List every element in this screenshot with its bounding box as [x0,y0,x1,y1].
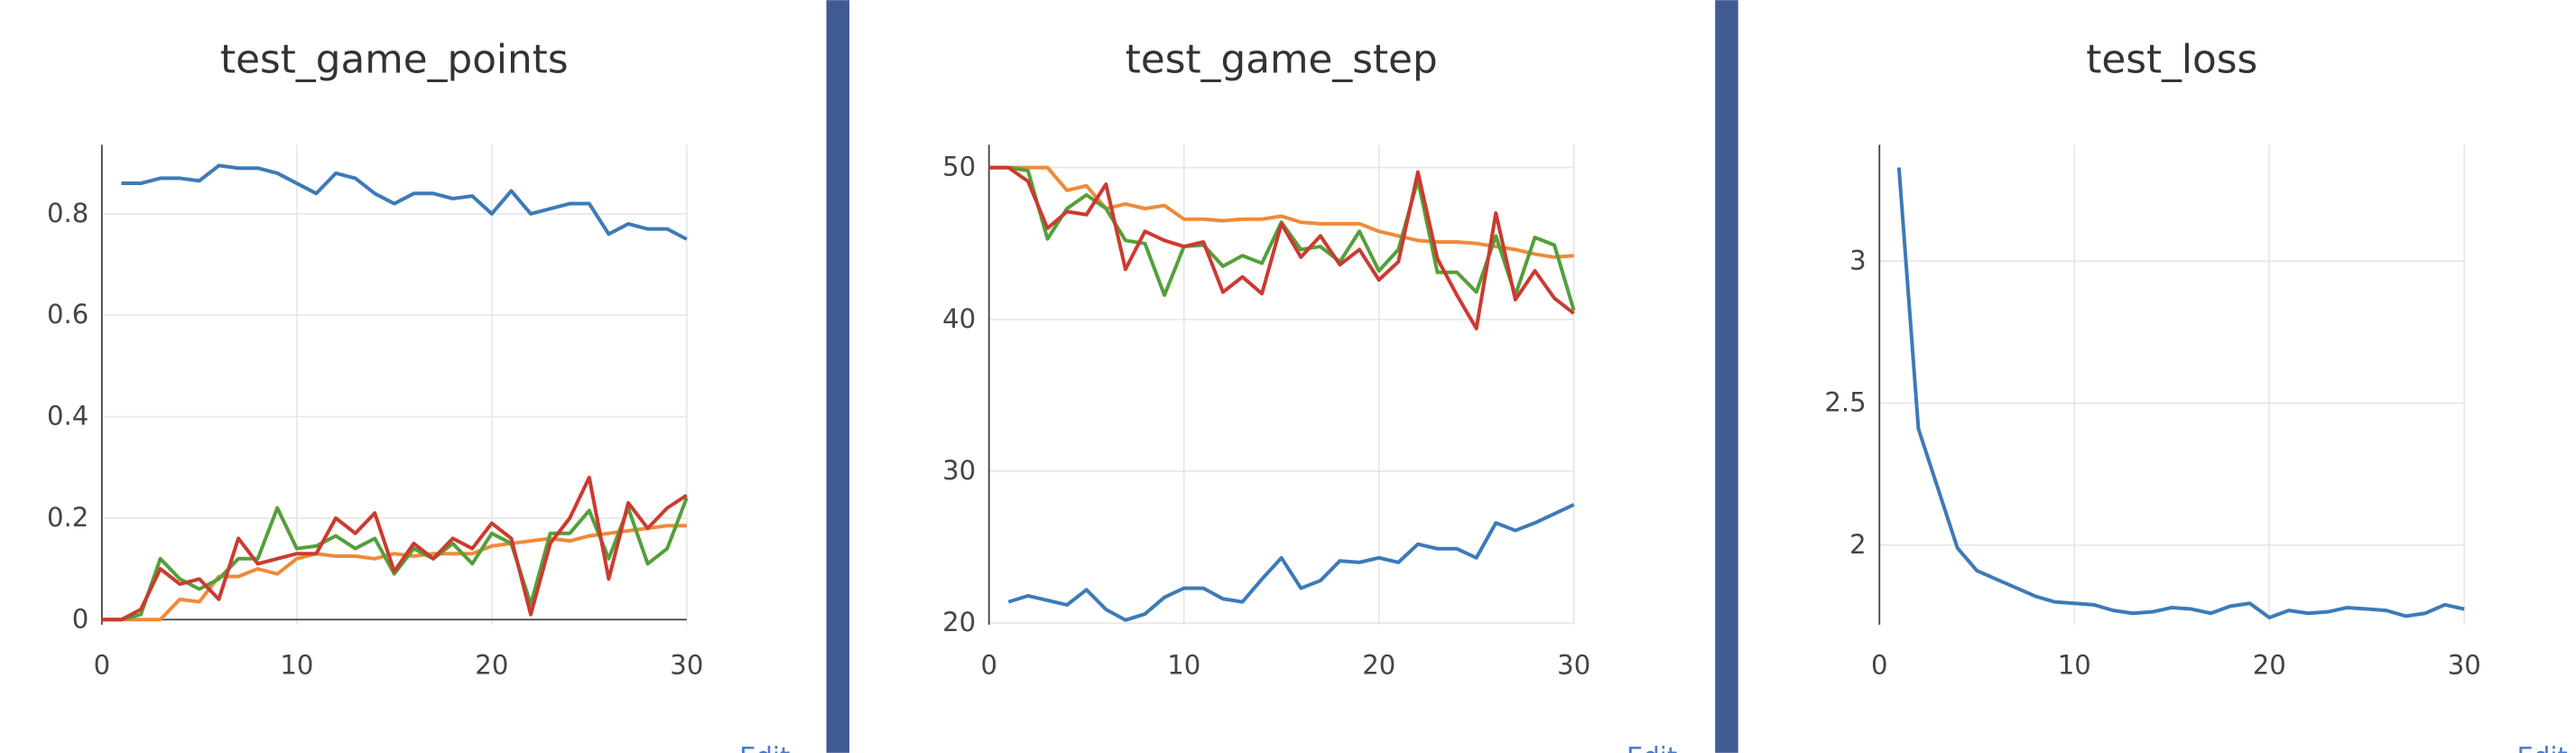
edit-link[interactable]: Edit [739,741,790,753]
x-tick-label: 20 [1362,649,1395,680]
y-tick-label: 40 [942,303,976,334]
series-line [988,165,1574,259]
x-tick-label: 20 [475,649,508,680]
chart-title: test_game_points [220,36,569,82]
x-tick-label: 30 [2448,649,2481,680]
y-tick-label: 2.5 [1824,387,1866,418]
edit-link[interactable]: Edit [1626,741,1677,753]
panel-divider [826,0,850,753]
series-line [101,475,688,622]
y-tick-label: 20 [942,607,976,637]
y-tick-label: 50 [942,152,976,182]
y-tick-label: 0.6 [47,299,88,330]
x-tick-label: 30 [1557,649,1590,680]
chart-title: test_game_step [1126,36,1438,82]
y-tick-label: 2 [1849,529,1867,560]
y-tick-label: 0 [72,603,89,634]
series-line [101,497,689,622]
series-line [988,165,1575,330]
series-line [101,524,687,622]
panel-divider [1715,0,1738,753]
x-tick-label: 0 [94,649,111,680]
series-line [121,163,688,241]
x-tick-label: 10 [280,649,313,680]
x-tick-label: 0 [1871,649,1888,680]
series-line [1896,167,2465,619]
x-tick-label: 20 [2253,649,2286,680]
x-tick-label: 10 [1167,649,1200,680]
y-tick-label: 0.8 [47,198,88,228]
chart-title: test_loss [2086,36,2257,82]
y-tick-label: 0.2 [47,502,88,533]
edit-link[interactable]: Edit [2516,741,2567,753]
y-tick-label: 30 [942,455,976,486]
x-tick-label: 10 [2058,649,2091,680]
y-tick-label: 0.4 [47,401,88,432]
x-tick-label: 30 [670,649,703,680]
series-line [1007,503,1575,622]
x-tick-label: 0 [980,649,997,680]
y-tick-label: 3 [1849,245,1867,275]
